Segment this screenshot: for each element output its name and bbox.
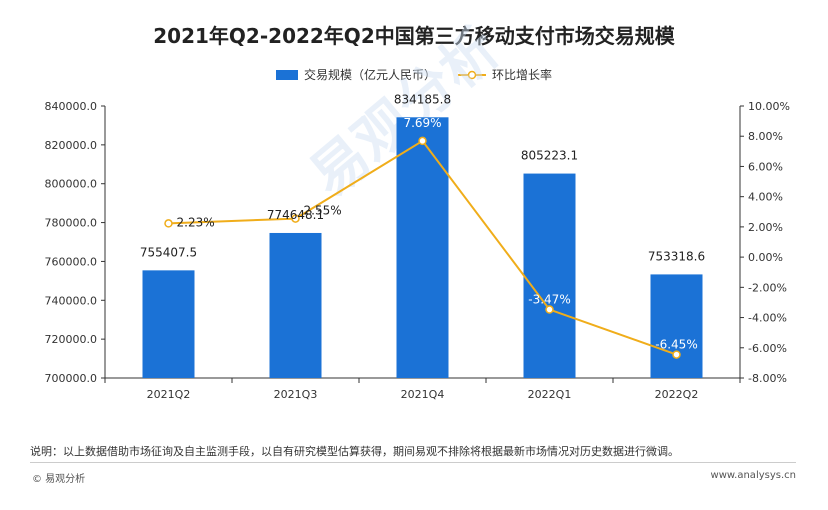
left-tick-label: 720000.0	[45, 333, 98, 346]
bar-data-label: 805223.1	[521, 149, 578, 163]
line-data-label: -6.45%	[655, 338, 697, 352]
growth-point	[672, 350, 681, 359]
growth-point	[291, 214, 300, 223]
left-tick-label: 800000.0	[45, 178, 98, 191]
left-tick-label: 780000.0	[45, 217, 98, 230]
growth-point	[418, 136, 427, 146]
right-tick-label: 10.00%	[748, 100, 790, 113]
x-tick-label: 2021Q2	[147, 388, 191, 401]
right-tick-label: 4.00%	[748, 191, 783, 204]
line-data-label: 2.55%	[304, 204, 342, 218]
left-tick-label: 740000.0	[45, 294, 98, 307]
line-data-label: -3.47%	[528, 293, 570, 307]
bar	[142, 270, 195, 378]
legend: 交易规模（亿元人民币） 环比增长率	[0, 66, 828, 83]
footer-divider	[30, 462, 796, 463]
left-tick-label: 760000.0	[45, 255, 98, 268]
right-tick-label: 2.00%	[748, 221, 783, 234]
line-data-label: 2.23%	[177, 215, 215, 229]
chart-title: 2021年Q2-2022年Q2中国第三方移动支付市场交易规模	[153, 24, 675, 48]
x-tick-label: 2021Q3	[274, 388, 318, 401]
bar	[650, 274, 703, 378]
left-tick-label: 700000.0	[45, 372, 98, 385]
footer-site: www.analysys.cn	[710, 470, 796, 481]
line-data-label: 7.69%	[403, 116, 441, 130]
legend-label-bar: 交易规模（亿元人民币）	[303, 68, 436, 82]
right-tick-label: -2.00%	[748, 281, 787, 294]
legend-item-line: 环比增长率	[458, 66, 552, 83]
bar-data-label: 753318.6	[648, 249, 705, 263]
bar	[523, 173, 576, 378]
x-tick-label: 2021Q4	[401, 388, 445, 401]
right-tick-label: -6.00%	[748, 342, 787, 355]
right-tick-label: -4.00%	[748, 312, 787, 325]
growth-point	[545, 305, 554, 314]
growth-point	[164, 219, 173, 228]
legend-swatch-bar	[275, 69, 298, 80]
right-tick-label: 0.00%	[748, 251, 783, 264]
bar	[396, 117, 449, 379]
bar-data-label: 834185.8	[394, 92, 451, 106]
right-tick-label: 8.00%	[748, 130, 783, 143]
left-tick-label: 840000.0	[45, 100, 98, 113]
legend-label-line: 环比增长率	[492, 68, 553, 82]
left-tick-label: 820000.0	[45, 139, 98, 152]
right-tick-label: -8.00%	[748, 372, 787, 385]
legend-item-bar: 交易规模（亿元人民币）	[275, 66, 436, 83]
bar-data-label: 755407.5	[140, 245, 197, 259]
legend-swatch-line	[458, 70, 486, 79]
bar-data-label: 774648.1	[267, 208, 324, 222]
bar	[269, 232, 322, 378]
footnote: 说明：以上数据借助市场征询及自主监测手段，以自有研究模型估算获得，期间易观不排除…	[30, 445, 679, 458]
x-tick-label: 2022Q1	[528, 388, 572, 401]
footer-brand: © 易观分析	[32, 474, 86, 485]
x-tick-label: 2022Q2	[655, 388, 699, 401]
right-tick-label: 6.00%	[748, 160, 783, 173]
